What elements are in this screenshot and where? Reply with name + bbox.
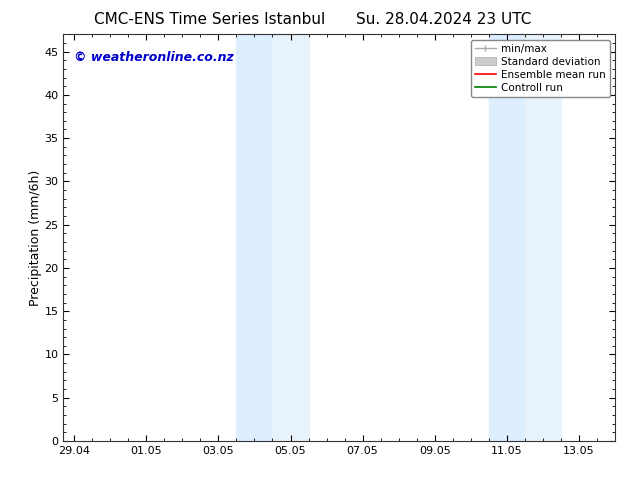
Text: Su. 28.04.2024 23 UTC: Su. 28.04.2024 23 UTC [356, 12, 531, 27]
Bar [525, 34, 561, 441]
Bar [236, 34, 273, 441]
Text: CMC-ENS Time Series Istanbul: CMC-ENS Time Series Istanbul [94, 12, 325, 27]
Y-axis label: Precipitation (mm/6h): Precipitation (mm/6h) [29, 170, 42, 306]
Bar [273, 34, 309, 441]
Bar [489, 34, 525, 441]
Text: © weatheronline.co.nz: © weatheronline.co.nz [74, 50, 234, 64]
Legend: min/max, Standard deviation, Ensemble mean run, Controll run: min/max, Standard deviation, Ensemble me… [470, 40, 610, 97]
